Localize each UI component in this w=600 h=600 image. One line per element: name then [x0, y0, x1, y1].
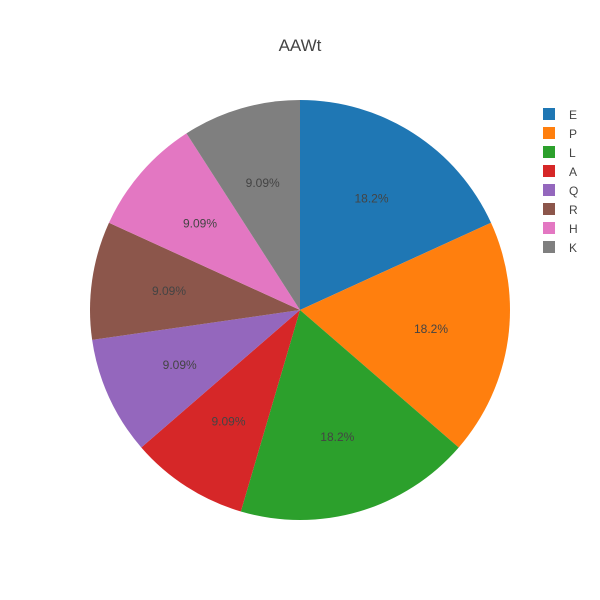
slice-label-L: 18.2%: [320, 430, 354, 444]
pie-slice-A: [141, 310, 300, 512]
legend-label-Q: Q: [569, 184, 578, 198]
legend-item-H[interactable]: H: [543, 222, 578, 236]
legend-swatch-P: [543, 127, 555, 139]
legend-swatch-A: [543, 165, 555, 177]
legend-swatch-L: [543, 146, 555, 158]
legend-swatch-E: [543, 108, 555, 120]
pie-slice-L: [240, 310, 459, 520]
pie-slice-R: [90, 222, 300, 340]
legend-label-H: H: [569, 222, 578, 236]
slice-label-P: 18.2%: [414, 322, 448, 336]
slice-label-A: 9.09%: [211, 414, 245, 428]
legend-item-A[interactable]: A: [543, 165, 577, 179]
legend-item-P[interactable]: P: [543, 127, 577, 141]
legend-item-R[interactable]: R: [543, 203, 578, 217]
pie-slice-labels: 18.2% 18.2% 18.2% 9.09% 9.09% 9.09% 9.09% 9.09%: [152, 176, 448, 444]
legend-swatch-K: [543, 241, 555, 253]
legend-swatch-H: [543, 222, 555, 234]
legend-item-L[interactable]: L: [543, 146, 576, 160]
legend-label-P: P: [569, 127, 577, 141]
legend-label-L: L: [569, 146, 576, 160]
slice-label-H: 9.09%: [183, 216, 217, 230]
legend-item-E[interactable]: E: [543, 108, 577, 122]
slice-label-Q: 9.09%: [163, 358, 197, 372]
legend-swatch-R: [543, 203, 555, 215]
slice-label-E: 18.2%: [354, 192, 388, 206]
chart-title: AAWt: [279, 36, 322, 55]
legend-item-K[interactable]: K: [543, 241, 577, 255]
legend-label-A: A: [569, 165, 577, 179]
legend-item-Q[interactable]: Q: [543, 184, 578, 198]
slice-label-K: 9.09%: [246, 176, 280, 190]
legend-label-R: R: [569, 203, 578, 217]
legend-label-K: K: [569, 241, 577, 255]
slice-label-R: 9.09%: [152, 284, 186, 298]
legend-swatch-Q: [543, 184, 555, 196]
pie-slice-E: [300, 100, 492, 310]
pie-slice-Q: [92, 310, 300, 448]
legend-label-E: E: [569, 108, 577, 122]
pie-slice-H: [108, 133, 300, 310]
pie-slice-K: [186, 100, 300, 310]
pie-slices: [90, 100, 510, 520]
pie-slice-P: [300, 222, 510, 448]
